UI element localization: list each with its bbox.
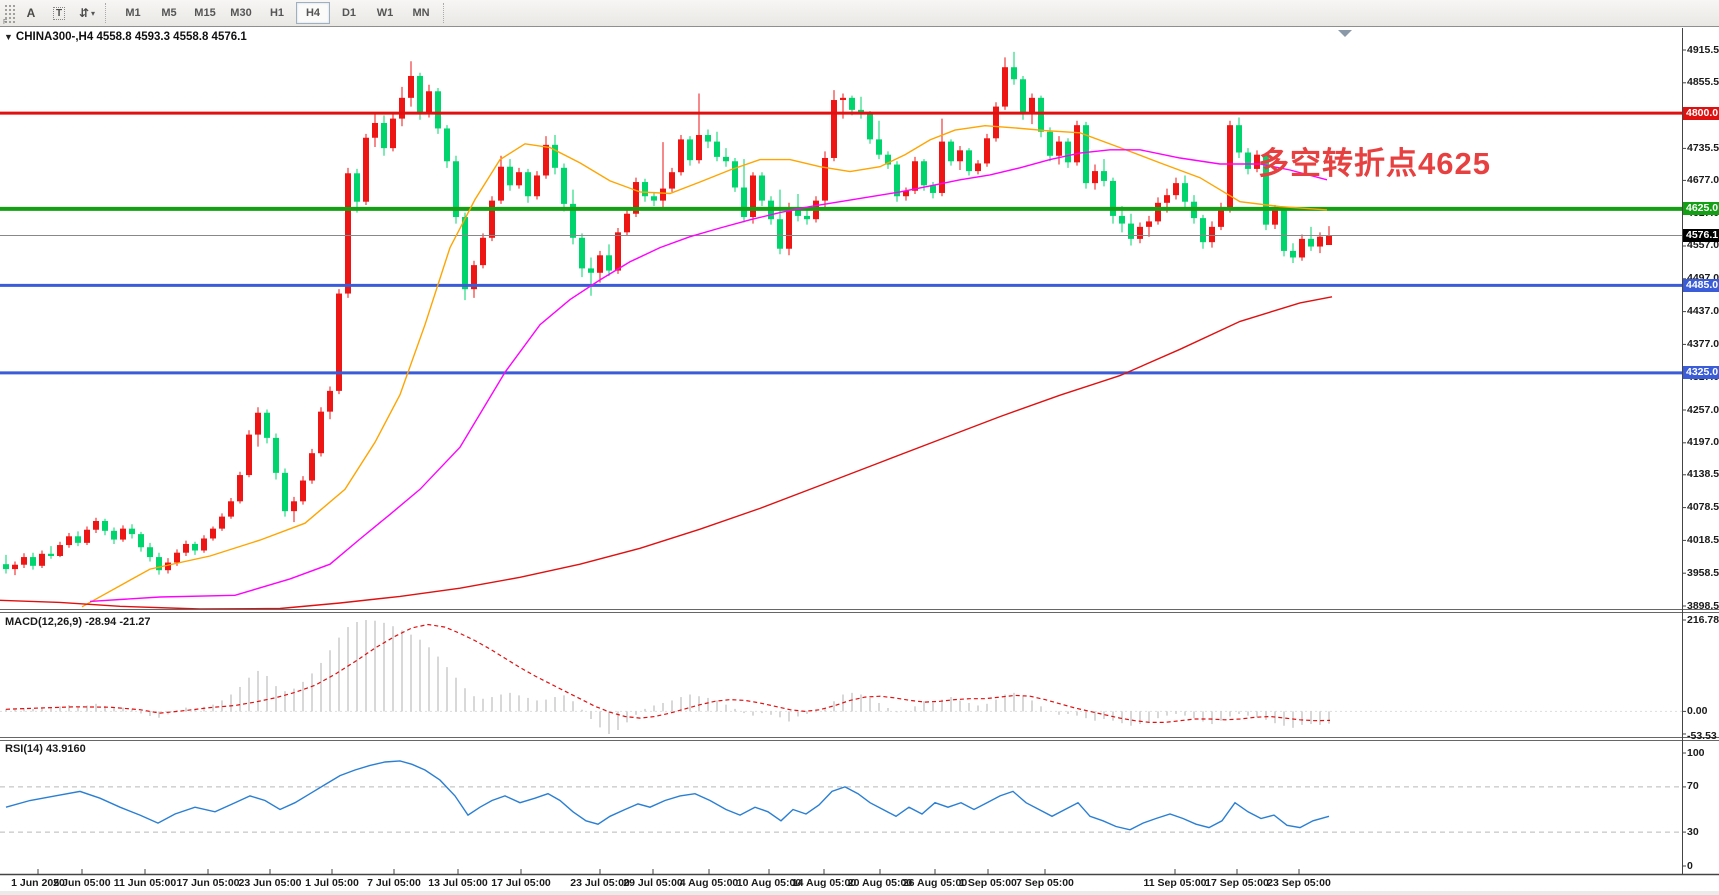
arrows-tool-button[interactable]: ⇵ ▾ bbox=[74, 2, 100, 25]
toolbar: F A T ⇵ ▾ M1 M5 M15 M30 H1 H4 D1 W1 MN bbox=[0, 0, 1719, 27]
date-label: 11 Sep 05:00 bbox=[1143, 877, 1207, 889]
ma-fast-orange bbox=[81, 124, 1328, 608]
price-tick-label: 4078.5 bbox=[1687, 501, 1719, 514]
tf-button-D1[interactable]: D1 bbox=[341, 7, 357, 19]
price-badge-4625.0: 4625.0 bbox=[1683, 202, 1719, 216]
date-label: 23 Jun 05:00 bbox=[238, 877, 302, 889]
rsi-line bbox=[5, 760, 1330, 831]
price-tick-label: 4437.0 bbox=[1687, 305, 1719, 318]
date-label: 17 Jul 05:00 bbox=[491, 877, 551, 889]
symbol-dropdown-icon[interactable]: ▼ bbox=[4, 32, 13, 42]
date-label: 17 Jun 05:00 bbox=[176, 877, 240, 889]
arrows-icon: ⇵ bbox=[78, 6, 90, 20]
ma-slow-red bbox=[0, 296, 1333, 610]
price-lines-layer bbox=[0, 111, 1682, 375]
borders-layer bbox=[0, 28, 1719, 876]
rsi-scale-label: 70 bbox=[1687, 780, 1699, 793]
date-label: 13 Jul 05:00 bbox=[428, 877, 488, 889]
date-label: 29 Jul 05:00 bbox=[623, 877, 683, 889]
date-label: 4 Aug 05:00 bbox=[679, 877, 739, 889]
tf-button-M1[interactable]: M1 bbox=[125, 7, 141, 19]
date-label: 7 Jul 05:00 bbox=[367, 877, 421, 889]
ma-mid-magenta bbox=[89, 149, 1328, 603]
chart-title: ▼ CHINA300-,H4 4558.8 4593.3 4558.8 4576.… bbox=[4, 31, 247, 43]
macd-label: MACD(12,26,9) -28.94 -21.27 bbox=[5, 616, 151, 628]
text-tool-icon: T bbox=[52, 6, 66, 20]
price-tick-label: 4677.0 bbox=[1687, 173, 1719, 186]
price-tick-label: 4855.5 bbox=[1687, 76, 1719, 89]
price-tick-label: 4377.0 bbox=[1687, 337, 1719, 350]
price-badge-4800.0: 4800.0 bbox=[1683, 106, 1719, 120]
price-tick-label: 4735.5 bbox=[1687, 141, 1719, 154]
chart-title-text: CHINA300-,H4 4558.8 4593.3 4558.8 4576.1 bbox=[15, 31, 247, 43]
macd-signal-line bbox=[5, 623, 1331, 724]
current-price-badge: 4576.1 bbox=[1683, 229, 1719, 243]
macd-scale-zero: 0.00 bbox=[1687, 704, 1708, 717]
price-badge-4485.0: 4485.0 bbox=[1683, 278, 1719, 292]
price-tick-label: 4018.5 bbox=[1687, 533, 1719, 546]
date-label: 23 Jul 05:00 bbox=[570, 877, 630, 889]
macd-scale-min: -53.53 bbox=[1687, 730, 1717, 743]
rsi-panel bbox=[0, 760, 1682, 833]
date-label: 23 Sep 05:00 bbox=[1267, 877, 1331, 889]
date-label: 17 Sep 05:00 bbox=[1205, 877, 1269, 889]
date-label: 7 Sep 05:00 bbox=[1016, 877, 1074, 889]
moving-averages-layer bbox=[0, 124, 1333, 610]
price-tick-label: 4138.5 bbox=[1687, 468, 1719, 481]
date-label: 14 Aug 05:00 bbox=[791, 877, 857, 889]
timeframe-toolbar: M1 M5 M15 M30 H1 H4 D1 W1 MN bbox=[115, 2, 439, 24]
macd-panel bbox=[0, 619, 1682, 734]
date-label: 5 Jun 05:00 bbox=[53, 877, 111, 889]
price-tick-label: 3898.5 bbox=[1687, 599, 1719, 612]
rsi-scale-label: 0 bbox=[1687, 859, 1693, 872]
price-badge-4325.0: 4325.0 bbox=[1683, 366, 1719, 380]
toolbar-separator bbox=[105, 3, 111, 23]
price-tick-label: 4497.0 bbox=[1687, 273, 1719, 284]
date-label: 26 Aug 05:00 bbox=[902, 877, 968, 889]
rsi-label: RSI(14) 43.9160 bbox=[5, 743, 86, 755]
price-tick-label: 4197.0 bbox=[1687, 436, 1719, 449]
price-tick-label: 4915.5 bbox=[1687, 43, 1719, 56]
tf-button-M15[interactable]: M15 bbox=[194, 7, 216, 19]
price-tick-label: 3958.5 bbox=[1687, 566, 1719, 579]
candles-layer bbox=[3, 51, 1332, 576]
tf-button-W1[interactable]: W1 bbox=[376, 7, 394, 19]
date-label: 11 Jun 05:00 bbox=[113, 877, 177, 889]
scroll-to-end-icon[interactable] bbox=[1338, 30, 1352, 37]
date-label: 1 Sep 05:00 bbox=[959, 877, 1017, 889]
tf-button-M30[interactable]: M30 bbox=[230, 7, 252, 19]
rsi-scale-label: 100 bbox=[1687, 746, 1705, 759]
text-tool-button[interactable]: T bbox=[46, 2, 72, 25]
price-tick-label: 4257.0 bbox=[1687, 403, 1719, 416]
tf-button-H4[interactable]: H4 bbox=[296, 2, 330, 24]
annotation-text: 多空转折点4625 bbox=[1258, 146, 1491, 181]
tf-button-M5[interactable]: M5 bbox=[161, 7, 177, 19]
date-label: 10 Aug 05:00 bbox=[736, 877, 802, 889]
bottom-strip bbox=[0, 891, 1719, 895]
text-label-tool-button[interactable]: A bbox=[26, 6, 36, 20]
rsi-scale-label: 30 bbox=[1687, 825, 1699, 838]
chevron-down-icon[interactable]: ▾ bbox=[91, 8, 96, 18]
toolbar-drag-handle-icon[interactable]: F bbox=[3, 3, 17, 26]
price-tick-label: 4557.0 bbox=[1687, 239, 1719, 252]
macd-scale-max: 216.78 bbox=[1687, 613, 1719, 626]
date-label: 20 Aug 05:00 bbox=[847, 877, 913, 889]
date-label: 1 Jul 05:00 bbox=[305, 877, 359, 889]
toolbar-separator bbox=[443, 3, 449, 23]
tf-button-MN[interactable]: MN bbox=[412, 7, 430, 19]
tf-button-H1[interactable]: H1 bbox=[269, 7, 285, 19]
date-label: 1 Jun 2020 bbox=[11, 877, 65, 889]
